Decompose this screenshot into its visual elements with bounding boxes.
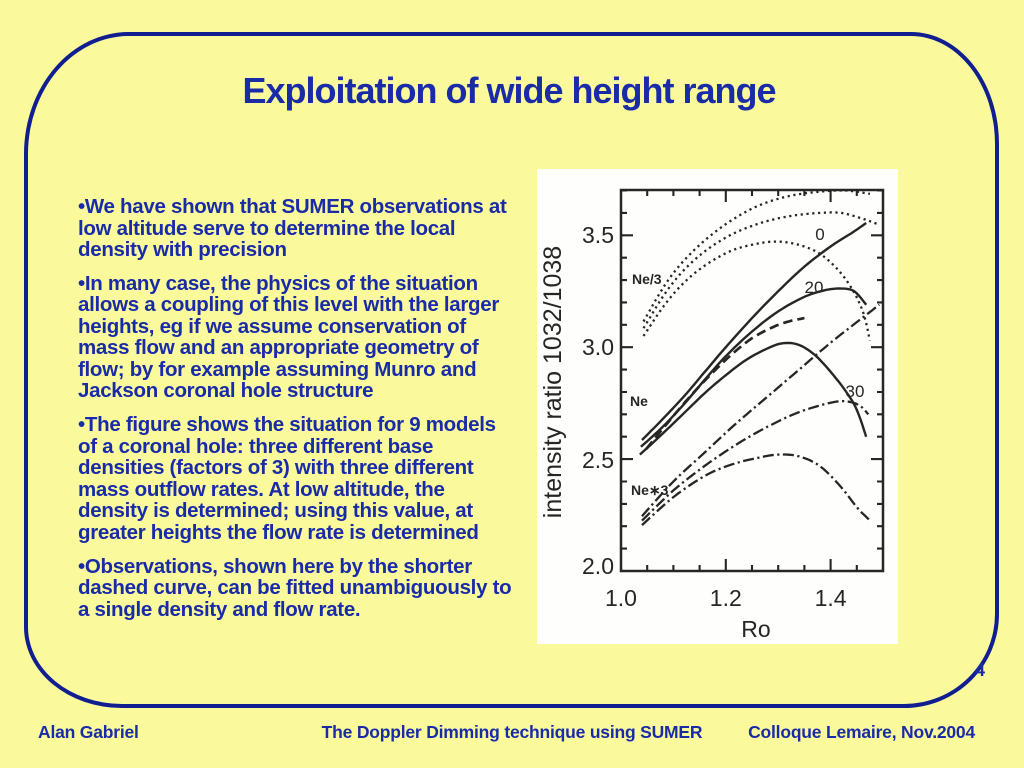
svg-text:3.5: 3.5 <box>582 222 614 248</box>
svg-text:0: 0 <box>815 225 824 244</box>
svg-text:Ne∗3: Ne∗3 <box>631 482 669 498</box>
svg-text:Ne: Ne <box>630 393 648 409</box>
svg-text:Ro: Ro <box>741 616 770 642</box>
svg-text:Ne/3: Ne/3 <box>632 271 662 287</box>
svg-text:intensity ratio 1032/1038: intensity ratio 1032/1038 <box>539 246 567 518</box>
svg-text:2.5: 2.5 <box>582 447 614 473</box>
svg-text:20: 20 <box>805 278 824 297</box>
svg-text:1.2: 1.2 <box>710 585 742 611</box>
svg-text:1.4: 1.4 <box>815 585 847 611</box>
svg-text:2.0: 2.0 <box>582 553 614 579</box>
svg-text:1.0: 1.0 <box>605 585 637 611</box>
svg-text:30: 30 <box>846 382 865 401</box>
svg-text:3.0: 3.0 <box>582 334 614 360</box>
